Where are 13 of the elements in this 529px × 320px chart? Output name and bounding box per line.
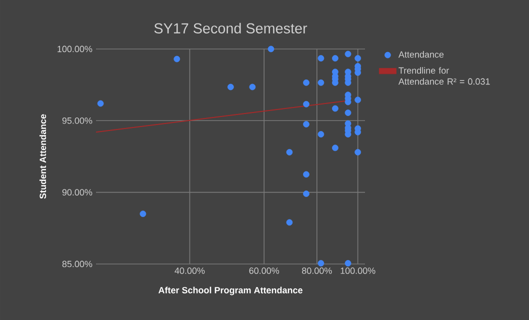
x-tick-label: 100.00%: [340, 268, 376, 274]
x-axis-title: After School Program Attendance: [158, 286, 302, 296]
y-tick-label: 95.00%: [62, 117, 92, 124]
x-tick-label: 80.00%: [302, 268, 332, 274]
x-tick-label: 40.00%: [174, 268, 205, 274]
chart-title: SY17 Second Semester: [154, 22, 308, 34]
y-axis-title: Student Attendance: [39, 114, 46, 199]
x-tick-label: 60.00%: [249, 268, 280, 274]
y-tick-label: 100.00%: [58, 46, 92, 52]
legend-label: Attendance: [398, 51, 444, 58]
y-tick-label: 90.00%: [62, 189, 92, 196]
legend-label: Trendline for Attendance R² = 0.031: [398, 67, 490, 85]
y-tick-label: 85.00%: [62, 260, 92, 268]
